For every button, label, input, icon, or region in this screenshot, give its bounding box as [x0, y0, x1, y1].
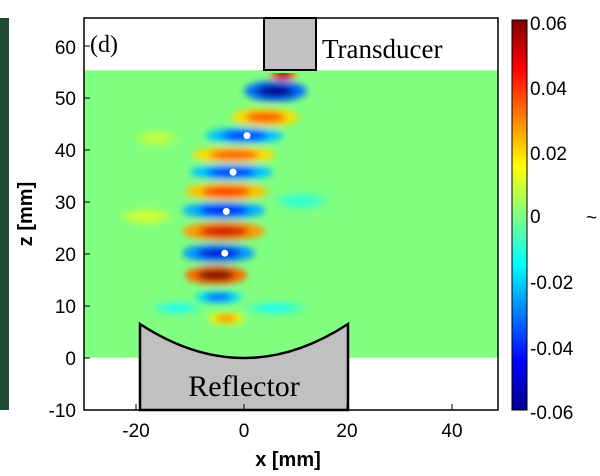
wave-band-core	[209, 149, 259, 160]
wave-band-core	[204, 293, 233, 301]
y-axis-label: z [mm]	[15, 182, 37, 246]
y-tick-label: 0	[65, 349, 76, 370]
colorbar-tick-label: -0.06	[530, 403, 573, 424]
wave-band-core	[275, 73, 291, 78]
reflector-shape	[138, 321, 350, 412]
colorbar: 0.06 0.04 0.02 0 -0.02 -0.04 -0.06 ~	[511, 14, 597, 424]
y-tick-label: -10	[49, 401, 76, 422]
wave-band-core	[163, 304, 192, 312]
x-axis-ticks: -20 0 20 40	[122, 421, 462, 442]
x-axis-label: x [mm]	[255, 449, 321, 471]
wave-band-core	[144, 133, 169, 143]
plot-frame	[83, 17, 499, 411]
reflector-label: Reflector	[188, 370, 300, 403]
focal-point	[221, 249, 229, 257]
colorbar-tick-label: 0.02	[530, 144, 567, 165]
x-tick-label: 20	[336, 421, 357, 442]
wave-band-core	[256, 84, 295, 98]
wave-bands	[120, 73, 328, 325]
x-tick-label: 0	[239, 421, 250, 442]
panel-label: (d)	[90, 32, 118, 58]
y-tick-label: 10	[55, 297, 76, 318]
y-tick-label: 20	[55, 245, 76, 266]
colorbar-gradient	[511, 19, 528, 411]
reflector: Reflector	[138, 321, 350, 412]
transducer-shape	[263, 17, 317, 71]
wave-band-core	[244, 111, 286, 123]
colorbar-tick-label: -0.02	[530, 273, 573, 294]
wave-band-core	[201, 186, 252, 197]
y-tick-label: 50	[55, 89, 76, 110]
y-axis-ticks: -10 0 10 20 30 40 50 60	[49, 38, 76, 422]
left-edge-strip	[0, 18, 9, 410]
colorbar-label: ~	[586, 208, 597, 229]
y-tick-label: 60	[55, 38, 76, 59]
focal-points	[221, 132, 251, 257]
wave-band-core	[198, 225, 249, 237]
y-tick-label: 30	[55, 193, 76, 214]
wave-band-core	[215, 315, 238, 322]
wave-band-core	[196, 247, 241, 259]
x-tick-label: 40	[441, 421, 462, 442]
focal-point	[222, 207, 230, 215]
colorbar-tick-label: 0.06	[530, 14, 567, 35]
y-tick-marks	[84, 45, 90, 359]
wave-band-core	[285, 196, 317, 206]
wave-band-core	[197, 269, 235, 281]
wave-band-core	[258, 304, 293, 312]
y-tick-label: 40	[55, 141, 76, 162]
colorbar-tick-label: -0.04	[530, 339, 574, 360]
transducer-label: Transducer	[322, 34, 443, 64]
x-tick-label: -20	[122, 421, 149, 442]
focal-point	[229, 168, 237, 176]
focal-point	[243, 132, 251, 140]
wave-band-core	[130, 211, 162, 222]
x-tick-marks	[135, 404, 453, 410]
colorbar-tick-label: 0	[530, 207, 541, 228]
colorbar-tick-label: 0.04	[530, 79, 567, 100]
